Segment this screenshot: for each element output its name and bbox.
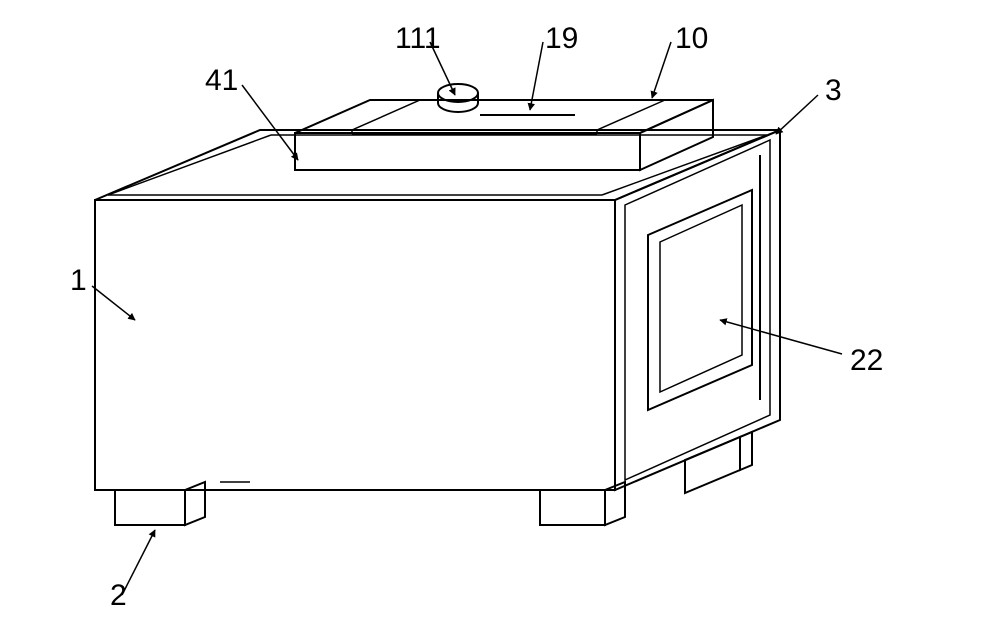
callout-label-22: 22 bbox=[850, 344, 883, 377]
callout-label-111: 111 bbox=[395, 22, 441, 55]
body-top-face bbox=[95, 130, 780, 200]
callout-leader-1 bbox=[92, 286, 135, 320]
side-window-inner bbox=[660, 205, 742, 392]
body-side-face bbox=[615, 130, 780, 490]
foot-front-left bbox=[115, 490, 185, 525]
lid-front bbox=[295, 133, 640, 170]
callout-label-3: 3 bbox=[825, 74, 842, 107]
body-front-face bbox=[95, 200, 615, 490]
callout-leader-10 bbox=[652, 42, 671, 98]
callout-leader-41 bbox=[242, 85, 298, 160]
top-inner-left bbox=[108, 135, 271, 195]
foot-side-back bbox=[685, 437, 740, 493]
foot-side-back-side bbox=[740, 432, 752, 470]
diagram-canvas: 12223101911141 bbox=[0, 0, 1000, 631]
callout-leader-2 bbox=[122, 530, 155, 595]
top-inner-right bbox=[602, 135, 767, 195]
callout-label-19: 19 bbox=[545, 22, 578, 55]
callout-label-2: 2 bbox=[110, 579, 127, 612]
foot-front-right bbox=[540, 490, 605, 525]
callout-label-41: 41 bbox=[205, 64, 238, 97]
callout-leader-3 bbox=[776, 95, 818, 134]
callout-label-10: 10 bbox=[675, 22, 708, 55]
side-window-outer bbox=[648, 190, 752, 410]
foot-front-left-side bbox=[185, 482, 205, 525]
callout-label-1: 1 bbox=[70, 264, 87, 297]
